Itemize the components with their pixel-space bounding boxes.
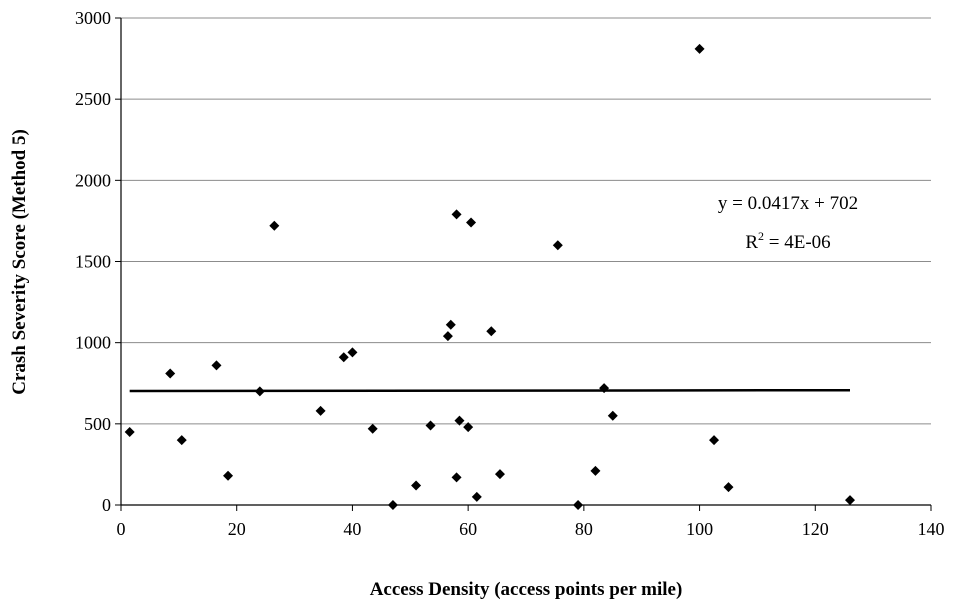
r-squared-base: R: [745, 232, 758, 253]
data-point-30: [709, 435, 720, 446]
r-squared-value: = 4E-06: [764, 232, 831, 253]
data-points: [124, 43, 855, 510]
data-point-21: [471, 491, 482, 502]
data-point-12: [411, 480, 422, 491]
data-point-9: [347, 347, 358, 358]
data-point-25: [573, 500, 584, 510]
data-point-22: [486, 326, 497, 337]
data-point-17: [451, 472, 462, 483]
x-tick-label-3: 60: [459, 519, 477, 539]
gridlines: [121, 17, 931, 425]
y-tick-label-3: 1500: [75, 252, 111, 272]
y-tick-label-2: 1000: [75, 333, 111, 353]
data-point-10: [367, 423, 378, 434]
data-point-16: [451, 209, 462, 220]
data-point-6: [269, 220, 280, 231]
data-point-29: [694, 43, 705, 54]
data-point-26: [590, 465, 601, 476]
data-point-18: [454, 415, 465, 426]
data-point-15: [445, 319, 456, 330]
x-tick-label-1: 20: [228, 519, 246, 539]
r-squared-sup: 2: [758, 229, 764, 243]
y-axis-ticks: 0 500 1000 1500 2000 2500 3000: [75, 8, 121, 515]
x-axis-ticks: 0 20 40 60 80 100 120 140: [117, 505, 945, 539]
y-tick-label-5: 2500: [75, 89, 111, 109]
data-point-11: [387, 500, 398, 510]
data-point-27: [599, 383, 610, 394]
x-tick-label-2: 40: [343, 519, 361, 539]
r-squared-label: R2 = 4E-06: [745, 229, 830, 253]
data-point-19: [463, 422, 474, 433]
data-point-1: [165, 368, 176, 379]
data-point-3: [211, 360, 222, 371]
data-point-28: [607, 410, 618, 421]
x-tick-label-7: 140: [918, 519, 945, 539]
data-point-7: [315, 405, 326, 416]
trendline: [129, 388, 851, 393]
data-point-5: [254, 386, 265, 397]
data-point-13: [425, 420, 436, 431]
data-point-8: [338, 352, 349, 363]
data-point-4: [223, 470, 234, 481]
data-point-23: [494, 469, 505, 480]
data-point-2: [176, 435, 187, 446]
y-tick-label-4: 2000: [75, 170, 111, 190]
x-axis-title: Access Density (access points per mile): [370, 579, 683, 600]
x-tick-label-5: 100: [686, 519, 713, 539]
y-axis-title: Crash Severity Score (Method 5): [9, 129, 30, 395]
y-tick-label-0: 0: [102, 495, 111, 515]
data-point-20: [466, 217, 477, 228]
x-tick-label-4: 80: [575, 519, 593, 539]
data-point-14: [442, 331, 453, 342]
data-point-24: [552, 240, 563, 251]
x-tick-label-6: 120: [802, 519, 829, 539]
trendline-equation: y = 0.0417x + 702: [718, 193, 858, 214]
data-point-31: [723, 482, 734, 493]
y-tick-label-6: 3000: [75, 8, 111, 28]
data-point-0: [124, 426, 135, 437]
data-point-32: [845, 495, 855, 506]
y-tick-label-1: 500: [84, 414, 111, 434]
x-tick-label-0: 0: [117, 519, 126, 539]
